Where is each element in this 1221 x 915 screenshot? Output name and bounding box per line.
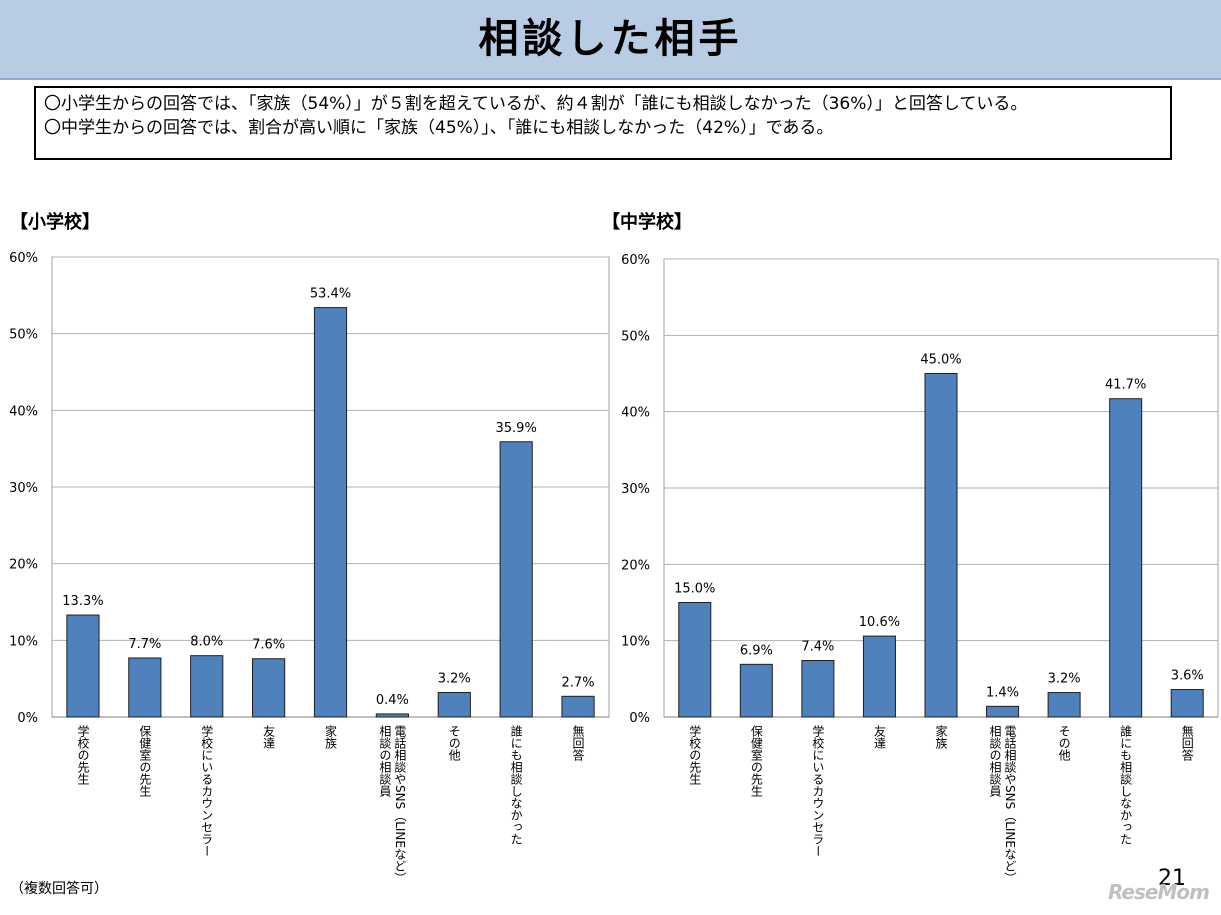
bar [1109, 398, 1143, 718]
data-label: 3.2% [1048, 672, 1081, 687]
y-tick-label: 30% [621, 482, 650, 497]
x-category-label: 友達 [262, 725, 276, 749]
bar [190, 655, 224, 718]
bar [499, 441, 533, 718]
bar [678, 602, 712, 718]
y-tick-label: 10% [621, 635, 650, 650]
bar [862, 635, 896, 718]
x-category-label: 家族 [324, 724, 338, 750]
data-label: 6.9% [740, 643, 773, 658]
x-category-label: 無回答 [571, 724, 585, 762]
bar [1170, 689, 1204, 718]
x-category-label: 保健室の先生 [749, 725, 763, 797]
page-title: 相談した相手 [478, 16, 743, 62]
resemom-logo: ReseMom [1108, 880, 1210, 904]
data-label: 7.6% [252, 638, 285, 653]
chart-title-elementary: 【小学校】 [10, 212, 100, 233]
x-category-label: 誰にも相談しなかった [1119, 724, 1133, 845]
y-tick-label: 60% [621, 253, 650, 268]
data-label: 13.3% [62, 594, 103, 609]
chart-title-junior-high: 【中学校】 [602, 212, 692, 233]
page-number: 21 [1158, 866, 1186, 891]
data-label: 45.0% [920, 353, 961, 368]
data-label: 2.7% [562, 675, 595, 690]
bar [986, 705, 1020, 718]
bar [437, 691, 471, 718]
x-category-label: 保健室の先生 [138, 725, 152, 797]
data-label: 53.4% [310, 287, 351, 302]
bar [801, 660, 835, 718]
y-tick-label: 30% [9, 481, 38, 496]
data-label: 35.9% [496, 421, 537, 436]
data-label: 8.0% [190, 635, 223, 650]
bar [1047, 692, 1081, 718]
x-category-label: 誰にも相談しなかった [509, 724, 523, 845]
y-tick-label: 20% [621, 558, 650, 573]
data-label: 3.6% [1171, 669, 1204, 684]
bar [375, 713, 409, 718]
data-label: 0.4% [376, 693, 409, 708]
y-tick-label: 0% [17, 711, 38, 726]
x-category-label: その他 [447, 725, 461, 761]
x-category-label: 相談の相談員 [378, 725, 392, 797]
data-label: 1.4% [986, 685, 1019, 700]
data-label: 3.2% [438, 671, 471, 686]
x-category-label: 学校にいるカウンセラー [200, 724, 214, 857]
bar [739, 663, 773, 718]
title-bar: 相談した相手 [0, 0, 1221, 80]
summary-line-elementary: 〇小学生からの回答では、「家族（54%）」が５割を超えているが、約４割が「誰にも… [44, 94, 1028, 114]
y-tick-label: 40% [9, 404, 38, 419]
bar [66, 614, 100, 718]
x-category-label: 電話相談やSNS（LINEなど） [393, 725, 407, 880]
y-tick-label: 50% [621, 329, 650, 344]
y-tick-label: 10% [9, 634, 38, 649]
bar [924, 373, 958, 718]
bar [252, 658, 286, 718]
x-category-label: 相談の相談員 [988, 725, 1002, 797]
y-tick-label: 50% [9, 328, 38, 343]
bar-chart-elementary: 0% 10% 20% 30% 40% 50% 60% 13.3% 学校の先生 7.7% 保健室の先生… [9, 251, 610, 880]
y-tick-label: 60% [9, 251, 38, 266]
summary-box: 〇小学生からの回答では、「家族（54%）」が５割を超えているが、約４割が「誰にも… [34, 86, 1172, 160]
bar [313, 307, 348, 718]
bar-chart-junior-high: 0% 10% 20% 30% 40% 50% 60% 15.0% 学校の先生 6.9% 保健室の先生… [621, 253, 1219, 880]
footnote: （複数回答可） [10, 881, 108, 897]
x-category-label: 学校にいるカウンセラー [811, 724, 825, 857]
data-label: 7.7% [128, 637, 161, 652]
data-label: 15.0% [674, 582, 715, 597]
data-label: 41.7% [1105, 378, 1146, 393]
data-label: 7.4% [801, 640, 834, 655]
x-category-label: 学校の先生 [688, 724, 702, 785]
x-category-label: その他 [1057, 725, 1071, 761]
x-category-label: 電話相談やSNS（LINEなど） [1003, 725, 1017, 880]
y-tick-label: 0% [629, 711, 650, 726]
summary-line-junior-high: 〇中学生からの回答では、割合が高い順に「家族（45%）」、「誰にも相談しなかった… [44, 118, 834, 138]
bar [561, 695, 595, 718]
x-category-label: 無回答 [1180, 724, 1194, 762]
x-category-label: 友達 [872, 725, 886, 749]
x-category-label: 学校の先生 [76, 724, 90, 785]
y-tick-label: 20% [9, 558, 38, 573]
y-tick-label: 40% [621, 406, 650, 421]
bar [128, 657, 162, 718]
x-category-label: 家族 [934, 724, 948, 750]
data-label: 10.6% [859, 615, 900, 630]
